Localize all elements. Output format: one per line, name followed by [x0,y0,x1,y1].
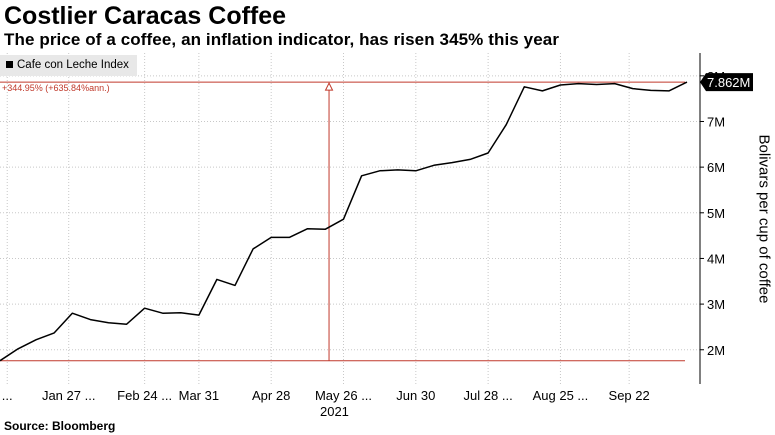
reference-arrow [324,82,334,91]
chart-subtitle: The price of a coffee, an inflation indi… [4,30,560,49]
y-tick-label: 4M [707,251,725,266]
x-year-label: 2021 [320,404,349,419]
x-tick-label: Feb 24 ... [117,388,172,403]
chart-title: Costlier Caracas Coffee [4,2,287,30]
x-tick-label: Jun 30 [396,388,435,403]
x-tick-label: Apr 28 [252,388,290,403]
y-tick-label: 3M [707,297,725,312]
y-tick-label: 6M [707,160,725,175]
legend-label: Cafe con Leche Index [17,59,129,71]
last-value-label: 7.862M [707,75,750,90]
x-tick-label: Jul 28 ... [464,388,513,403]
x-tick-label: Jan 27 ... [42,388,95,403]
x-tick-label: Sep 22 [609,388,650,403]
change-annotation: +344.95% (+635.84%ann.) [2,83,110,93]
series-line [0,81,688,362]
x-tick-label: Aug 25 ... [533,388,589,403]
source-note: Source: Bloomberg [4,419,116,433]
y-axis-label-text: Bolivars per cup of coffee [755,134,773,304]
legend: Cafe con Leche Index [0,55,137,76]
x-tick-label: Mar 31 [179,388,219,403]
y-tick-label: 5M [707,206,725,221]
last-value-callout [700,73,753,92]
y-tick-label: 7M [707,114,725,129]
x-tick-label: May 26 ... [315,388,372,403]
y-tick-label: 2M [707,343,725,358]
x-tick-label: ... [2,388,13,403]
legend-swatch [6,61,13,68]
